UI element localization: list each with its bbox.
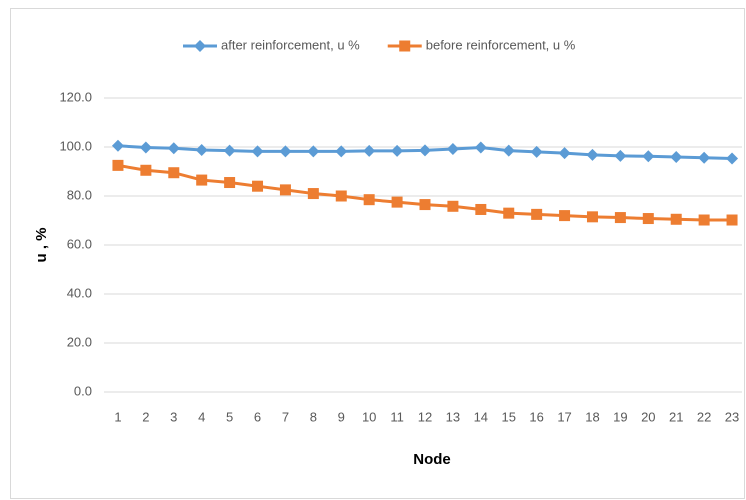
point bbox=[112, 159, 124, 171]
point bbox=[642, 213, 654, 225]
point bbox=[475, 203, 487, 215]
point bbox=[363, 144, 376, 157]
point bbox=[503, 207, 515, 219]
point bbox=[391, 144, 404, 157]
x-tick-label: 12 bbox=[418, 409, 432, 424]
point bbox=[363, 194, 375, 206]
point bbox=[726, 214, 738, 226]
point bbox=[224, 177, 236, 189]
point bbox=[307, 188, 319, 200]
point bbox=[195, 143, 208, 156]
point bbox=[474, 141, 487, 154]
x-tick-label: 22 bbox=[697, 409, 711, 424]
x-tick-label: 1 bbox=[114, 409, 121, 424]
x-tick-label: 18 bbox=[585, 409, 599, 424]
point bbox=[698, 214, 710, 226]
x-tick-label: 16 bbox=[529, 409, 543, 424]
point bbox=[391, 196, 403, 208]
point bbox=[335, 190, 347, 202]
x-tick-label: 13 bbox=[446, 409, 460, 424]
point bbox=[586, 211, 598, 223]
x-tick-label: 11 bbox=[390, 409, 404, 424]
x-tick-label: 14 bbox=[474, 409, 488, 424]
x-tick-label: 10 bbox=[362, 409, 376, 424]
point bbox=[559, 210, 571, 222]
y-tick-label: 40.0 bbox=[67, 285, 92, 300]
point bbox=[726, 152, 739, 165]
x-tick-label: 7 bbox=[282, 409, 289, 424]
x-tick-label: 5 bbox=[226, 409, 233, 424]
y-tick-label: 0.0 bbox=[74, 383, 92, 398]
point bbox=[168, 167, 180, 179]
point bbox=[670, 151, 683, 164]
point bbox=[558, 147, 571, 160]
point bbox=[446, 142, 459, 155]
x-tick-label: 21 bbox=[669, 409, 683, 424]
x-tick-label: 6 bbox=[254, 409, 261, 424]
point bbox=[335, 145, 348, 158]
point bbox=[223, 144, 236, 157]
x-axis-title: Node bbox=[413, 451, 451, 468]
point bbox=[167, 142, 180, 155]
y-tick-label: 100.0 bbox=[59, 138, 92, 153]
point bbox=[194, 40, 206, 52]
point bbox=[586, 148, 599, 161]
point bbox=[399, 40, 411, 52]
y-tick-label: 80.0 bbox=[67, 187, 92, 202]
point bbox=[642, 150, 655, 163]
point bbox=[614, 212, 626, 224]
point bbox=[530, 145, 543, 158]
x-tick-label: 19 bbox=[613, 409, 627, 424]
x-tick-label: 2 bbox=[142, 409, 149, 424]
point bbox=[502, 144, 515, 157]
point bbox=[614, 149, 627, 162]
point bbox=[531, 208, 543, 220]
point bbox=[139, 141, 152, 154]
point bbox=[252, 180, 264, 192]
point bbox=[419, 199, 431, 211]
point bbox=[140, 164, 152, 176]
x-tick-label: 9 bbox=[338, 409, 345, 424]
y-tick-label: 20.0 bbox=[67, 334, 92, 349]
y-axis-title: u , % bbox=[33, 227, 50, 262]
point bbox=[279, 145, 292, 158]
chart-border bbox=[10, 8, 745, 499]
point bbox=[279, 184, 291, 196]
y-tick-label: 120.0 bbox=[59, 89, 92, 104]
x-tick-label: 8 bbox=[310, 409, 317, 424]
point bbox=[111, 139, 124, 152]
y-tick-label: 60.0 bbox=[67, 236, 92, 251]
point bbox=[196, 174, 208, 186]
point bbox=[447, 200, 459, 212]
point bbox=[698, 151, 711, 164]
x-tick-label: 20 bbox=[641, 409, 655, 424]
x-tick-label: 3 bbox=[170, 409, 177, 424]
point bbox=[670, 213, 682, 225]
x-tick-label: 15 bbox=[502, 409, 516, 424]
legend-label: after reinforcement, u % bbox=[221, 37, 360, 52]
point bbox=[251, 145, 264, 158]
x-tick-label: 23 bbox=[725, 409, 739, 424]
x-tick-label: 4 bbox=[198, 409, 205, 424]
point bbox=[419, 144, 431, 157]
x-tick-label: 17 bbox=[557, 409, 571, 424]
legend-label: before reinforcement, u % bbox=[426, 37, 576, 52]
point bbox=[307, 145, 320, 158]
